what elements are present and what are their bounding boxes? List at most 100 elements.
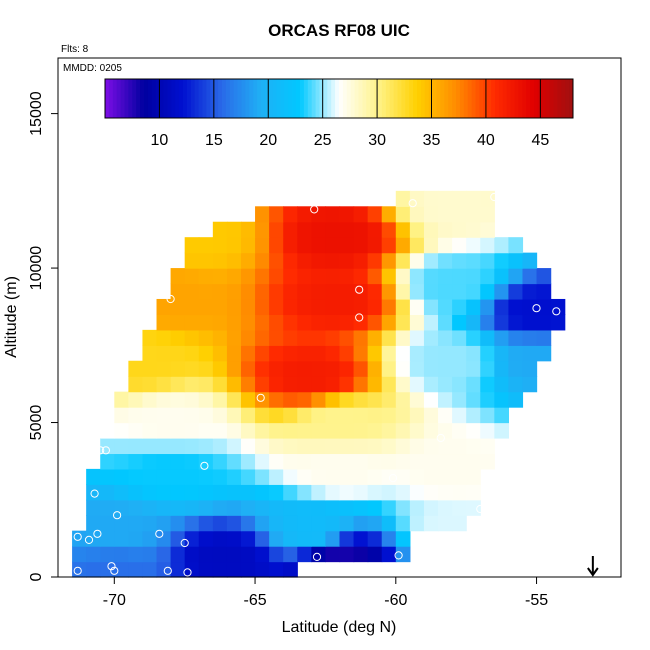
colorbar-swatch [342, 79, 348, 118]
heatmap-cell [240, 221, 256, 238]
y-tick-label: 10000 [28, 246, 45, 291]
heatmap-cell [381, 314, 397, 331]
heatmap-cell [325, 221, 341, 238]
heatmap-cell [438, 345, 453, 362]
heatmap-cell [100, 530, 115, 547]
heatmap-cell [170, 561, 186, 578]
heatmap-cell [466, 437, 481, 455]
flight-point [388, 474, 398, 483]
heatmap-cell [184, 422, 200, 439]
heatmap-cell [395, 530, 411, 547]
heatmap-cell [184, 499, 200, 516]
heatmap-cell [156, 468, 172, 485]
flight-point [476, 504, 485, 514]
heatmap-cell [297, 546, 312, 563]
heatmap-cell [142, 484, 158, 501]
heatmap-cell [494, 345, 509, 362]
colorbar-tick-label: 10 [151, 132, 169, 149]
heatmap-cell [212, 221, 228, 238]
heatmap-cell [311, 468, 327, 485]
heatmap-cell [240, 283, 256, 300]
y-axis-title: Altitude (m) [3, 276, 20, 358]
heatmap-cell [353, 360, 369, 377]
heatmap-cell [297, 298, 312, 316]
heatmap-cell [255, 484, 270, 501]
colorbar-swatch [385, 79, 391, 118]
heatmap-cell [156, 546, 172, 563]
heatmap-cell [367, 422, 383, 439]
heatmap-cell [156, 422, 172, 439]
heatmap-cell [297, 237, 312, 254]
heatmap-cell [269, 546, 284, 563]
heatmap-cell [255, 237, 270, 254]
heatmap-cell [255, 515, 270, 532]
colorbar-swatch [553, 79, 558, 118]
heatmap-cell [325, 499, 341, 516]
heatmap-cell [297, 283, 312, 300]
heatmap-cell [240, 345, 256, 362]
heatmap-cell [423, 268, 439, 285]
heatmap-cell [114, 530, 129, 547]
heatmap-cell [325, 237, 341, 254]
heatmap-cell [297, 329, 312, 346]
heatmap-cell [367, 360, 383, 377]
flight-point [394, 551, 403, 560]
heatmap-cell [184, 407, 200, 424]
heatmap-cell [325, 298, 341, 316]
heatmap-cell [114, 468, 129, 485]
colorbar-swatch [381, 79, 387, 118]
colorbar-swatch [245, 79, 250, 118]
heatmap-cell [184, 345, 200, 362]
colorbar-swatch [225, 79, 231, 118]
heatmap-cell [156, 453, 172, 470]
heatmap-cell [438, 221, 453, 238]
heatmap-cell [240, 422, 256, 439]
heatmap-cell [283, 515, 298, 532]
heatmap-cell [240, 391, 256, 408]
heatmap-cell [367, 314, 383, 331]
heatmap-cell [114, 407, 129, 424]
heatmap-cell [536, 329, 552, 346]
heatmap-cell [100, 499, 115, 516]
flight-point [110, 566, 119, 575]
flight-point [436, 433, 445, 443]
heatmap-cell [536, 298, 552, 316]
heatmap-cell [255, 530, 270, 547]
heatmap-cell [226, 468, 242, 485]
heatmap-cell [508, 345, 524, 362]
colorbar-swatch [557, 79, 562, 118]
heatmap-cell [508, 252, 524, 269]
heatmap-cell [184, 298, 200, 316]
colorbar-swatch [530, 79, 535, 118]
heatmap-cell [283, 360, 298, 377]
heatmap-cell [86, 484, 101, 501]
heatmap-cell [240, 515, 256, 532]
heatmap-cell [100, 422, 115, 439]
heatmap-cell [240, 499, 256, 516]
heatmap-cell [480, 391, 495, 408]
heatmap-cell [269, 453, 284, 470]
heatmap-cell [72, 546, 87, 563]
heatmap-cell [423, 206, 439, 223]
flight-point [155, 529, 164, 538]
heatmap-cell [480, 206, 495, 223]
heatmap-cell [339, 268, 355, 285]
heatmap-cell [240, 252, 256, 269]
heatmap-cell [128, 422, 144, 439]
heatmap-cell [198, 360, 214, 377]
heatmap-cell [466, 314, 481, 331]
heatmap-cell [198, 561, 214, 578]
heatmap-cell [325, 453, 341, 470]
heatmap-cell [100, 453, 115, 470]
heatmap-cell [480, 252, 495, 269]
colorbar-swatch [128, 79, 133, 118]
heatmap-cell [311, 221, 327, 238]
heatmap-cell [269, 329, 284, 346]
heatmap-cell [255, 252, 270, 269]
heatmap-cell [381, 360, 397, 377]
heatmap-cell [311, 268, 327, 285]
heatmap-cell [438, 252, 453, 269]
heatmap-cell [255, 345, 270, 362]
heatmap-cell [522, 314, 538, 331]
flight-point [355, 313, 364, 322]
